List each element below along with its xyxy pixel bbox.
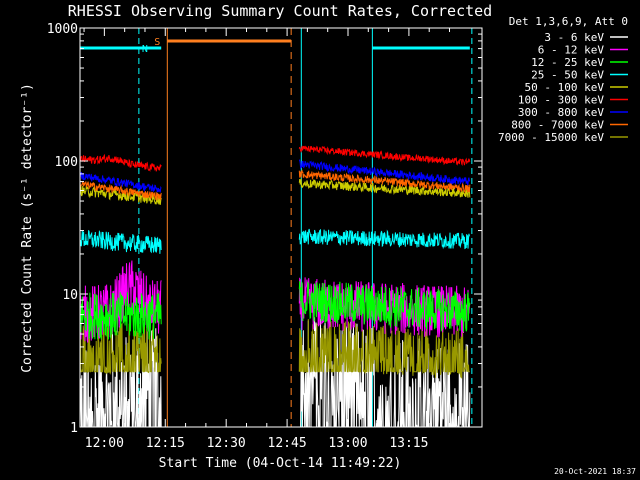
x-tick-label: 13:00 [328, 436, 367, 451]
legend-entry-label: 7000 - 15000 keV [498, 131, 604, 144]
legend-entry-label: 300 - 800 keV [518, 106, 604, 119]
y-tick-label: 1000 [47, 22, 78, 37]
series-segment [298, 145, 471, 167]
x-axis: 12:00 12:15 12:30 12:45 13:00 13:15 [83, 28, 451, 451]
series-segment [298, 281, 471, 332]
x-axis-label: Start Time (04-Oct-14 11:49:22) [159, 456, 402, 471]
x-tick-label: 12:15 [146, 436, 185, 451]
series-segment [79, 292, 162, 340]
x-tick-label: 12:00 [85, 436, 124, 451]
saa-label: S [154, 37, 160, 48]
series-12-25-kev-line [79, 281, 471, 340]
x-tick-label: 12:30 [207, 436, 246, 451]
plot-frame [79, 27, 483, 428]
legend-entry-label: 3 - 6 keV [544, 31, 604, 44]
series-segment [79, 181, 162, 201]
series-segment [298, 158, 471, 186]
series-100-300-kev-line [79, 145, 471, 173]
y-tick-label: 1 [70, 421, 78, 436]
y-axis: 1 10 100 1000 [47, 22, 482, 436]
series-800-7000-kev-line [79, 169, 471, 201]
series-segment [298, 228, 470, 250]
legend-header: Det 1,3,6,9, Att 0 [509, 15, 628, 28]
series-25-50-kev-line [79, 228, 470, 254]
x-tick-label: 12:45 [268, 436, 307, 451]
chart-title: RHESSI Observing Summary Count Rates, Co… [68, 2, 492, 20]
y-tick-label: 100 [55, 155, 78, 170]
series-segment [79, 229, 162, 254]
y-tick-label: 10 [62, 288, 78, 303]
series-segment [79, 153, 162, 173]
legend-entry-label: 100 - 300 keV [518, 94, 604, 107]
series-300-800-kev-line [79, 158, 471, 193]
legend-entry-label: 12 - 25 keV [531, 56, 604, 69]
legend-entry-label: 50 - 100 keV [525, 81, 605, 94]
series-segment [298, 178, 471, 198]
series-segment [79, 172, 162, 193]
y-axis-label: Corrected Count Rate (s⁻¹ detector⁻¹) [20, 83, 35, 373]
series-segment [298, 169, 471, 194]
x-tick-label: 13:15 [389, 436, 428, 451]
legend-entry-label: 6 - 12 keV [538, 44, 605, 57]
legend-entry-label: 25 - 50 keV [531, 69, 604, 82]
night-label: N [142, 44, 148, 55]
legend-entry-label: 800 - 7000 keV [511, 119, 604, 132]
date-stamp: 20-Oct-2021 18:37 [554, 467, 636, 476]
